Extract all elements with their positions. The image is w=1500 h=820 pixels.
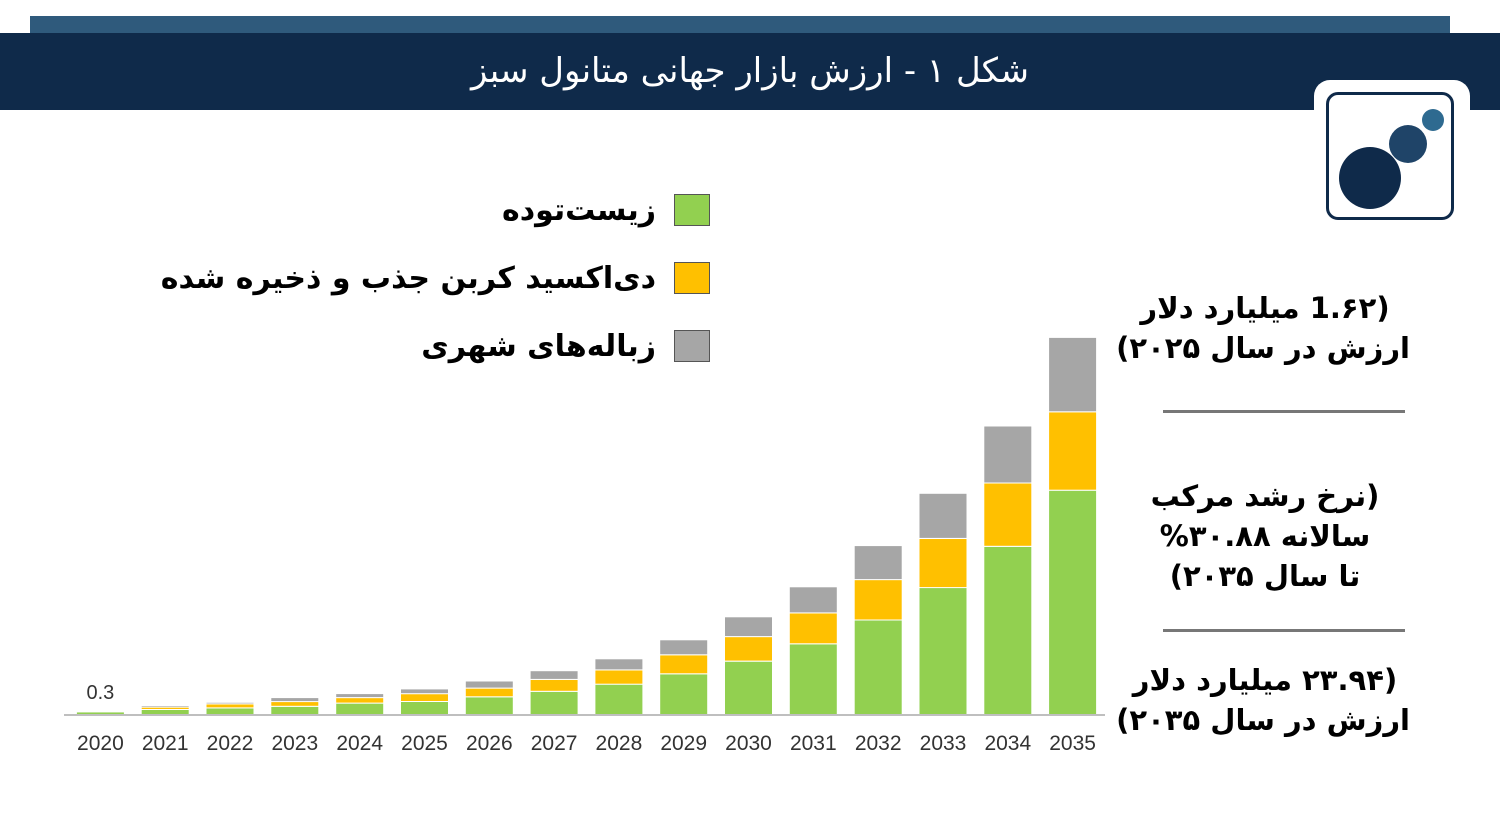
bar-2030-series-2	[724, 616, 773, 638]
legend-swatch-ccs	[674, 262, 710, 294]
annotation-value-2035-line2: ارزش در سال ۲۰۳۵)	[1116, 703, 1410, 737]
x-tick-label-2033: 2033	[920, 732, 967, 755]
logo-dot-large	[1339, 147, 1401, 209]
company-logo-icon	[1326, 92, 1454, 220]
bar-2032-series-0	[853, 619, 903, 716]
bar-2023-series-2	[270, 697, 320, 703]
annotation-value-2035: (۲۳.۹۴ میلیارد دلار ارزش در سال ۲۰۳۵)	[1116, 660, 1410, 740]
bar-2025-series-1	[400, 693, 449, 702]
bar-2028-series-1	[594, 669, 644, 685]
legend-item-msw: زباله‌های شهری	[150, 324, 710, 368]
x-tick-label-2035: 2035	[1049, 732, 1096, 755]
page-title: شکل ۱ - ارزش بازار جهانی متانول سبز	[470, 51, 1030, 91]
bar-2034-series-0	[983, 545, 1033, 716]
annotation-cagr: (نرخ رشد مرکب سالانه ۳۰.۸۸% تا سال ۲۰۳۵)	[1120, 476, 1410, 596]
x-tick-label-2030: 2030	[725, 732, 772, 755]
legend-label-biomass: زیست‌توده	[502, 192, 656, 228]
bar-2034-series-2	[983, 425, 1033, 484]
bar-2025-series-0	[400, 701, 449, 716]
bar-2031-series-2	[788, 586, 838, 614]
data-label-2020: 0.3	[86, 682, 114, 704]
bar-2020-series-2	[75, 709, 125, 712]
annotation-cagr-line2: سالانه ۳۰.۸۸%	[1159, 519, 1371, 553]
bar-2022-series-0	[205, 707, 255, 716]
bar-2033-series-2	[918, 492, 968, 539]
logo-dot-medium	[1389, 125, 1427, 163]
annotation-value-2025-line1: (1.۶۲ میلیارد دلار	[1140, 291, 1390, 325]
bar-2035-series-1	[1048, 411, 1098, 491]
annotation-cagr-line3: تا سال ۲۰۳۵)	[1169, 559, 1361, 593]
bar-2022-series-1	[205, 703, 255, 709]
bar-2023-series-0	[270, 705, 320, 716]
annotation-value-2035-line1: (۲۳.۹۴ میلیارد دلار	[1132, 663, 1398, 697]
logo-dot-small	[1422, 109, 1444, 131]
header-top-stripe	[30, 16, 1450, 34]
title-band	[0, 33, 1500, 110]
bar-2024-series-2	[335, 693, 385, 699]
bar-2029-series-0	[659, 673, 709, 716]
bar-2034-series-1	[983, 482, 1033, 547]
bar-2029-series-2	[659, 639, 709, 656]
bar-2023-series-1	[270, 701, 320, 707]
bar-2027-series-1	[529, 678, 579, 692]
bar-2032-series-1	[853, 579, 903, 621]
bar-2027-series-2	[529, 670, 579, 680]
x-tick-label-2031: 2031	[790, 732, 837, 755]
legend-swatch-msw	[674, 330, 710, 362]
bar-2032-series-2	[853, 545, 903, 581]
legend-label-msw: زباله‌های شهری	[421, 328, 656, 364]
bar-2035-series-0	[1048, 489, 1098, 716]
bar-2029-series-1	[659, 654, 709, 675]
bar-2022-series-2	[205, 701, 255, 705]
bar-2033-series-0	[918, 587, 968, 716]
bar-2035-series-2	[1048, 336, 1098, 413]
bar-2031-series-1	[788, 612, 838, 645]
bar-2021-series-2	[140, 705, 190, 708]
separator-line-2	[1163, 629, 1405, 632]
bar-2026-series-2	[464, 680, 514, 689]
x-tick-label-2020: 2020	[77, 732, 124, 755]
separator-line-1	[1163, 410, 1405, 413]
x-tick-label-2028: 2028	[596, 732, 643, 755]
x-tick-label-2029: 2029	[660, 732, 707, 755]
legend-label-ccs: دی‌اکسید کربن جذب و ذخیره شده	[160, 260, 656, 296]
legend-swatch-biomass	[674, 194, 710, 226]
legend-item-ccs: دی‌اکسید کربن جذب و ذخیره شده	[150, 256, 710, 300]
bar-2026-series-0	[464, 696, 514, 716]
x-tick-label-2021: 2021	[142, 732, 189, 755]
legend-item-biomass: زیست‌توده	[150, 188, 710, 232]
bar-2028-series-2	[594, 658, 644, 671]
chart-legend: زیست‌توده دی‌اکسید کربن جذب و ذخیره شده …	[150, 188, 710, 392]
bar-2024-series-0	[335, 702, 385, 716]
annotation-value-2025-line2: ارزش در سال ۲۰۲۵)	[1116, 331, 1410, 365]
bar-2030-series-0	[724, 660, 773, 716]
bar-2025-series-2	[400, 688, 449, 695]
x-tick-label-2025: 2025	[401, 732, 448, 755]
x-tick-label-2024: 2024	[336, 732, 383, 755]
annotation-cagr-line1: (نرخ رشد مرکب	[1150, 479, 1380, 513]
bar-2033-series-1	[918, 538, 968, 589]
bar-2031-series-0	[788, 643, 838, 716]
x-tick-label-2023: 2023	[271, 732, 318, 755]
x-tick-label-2022: 2022	[207, 732, 254, 755]
bar-2030-series-1	[724, 636, 773, 662]
x-tick-label-2034: 2034	[984, 732, 1031, 755]
annotation-value-2025: (1.۶۲ میلیارد دلار ارزش در سال ۲۰۲۵)	[1116, 288, 1410, 368]
x-tick-label-2032: 2032	[855, 732, 902, 755]
x-tick-label-2026: 2026	[466, 732, 513, 755]
x-tick-label-2027: 2027	[531, 732, 578, 755]
bar-2024-series-1	[335, 697, 385, 704]
bar-2028-series-0	[594, 683, 644, 716]
bar-2026-series-1	[464, 687, 514, 698]
bar-2027-series-0	[529, 690, 579, 716]
